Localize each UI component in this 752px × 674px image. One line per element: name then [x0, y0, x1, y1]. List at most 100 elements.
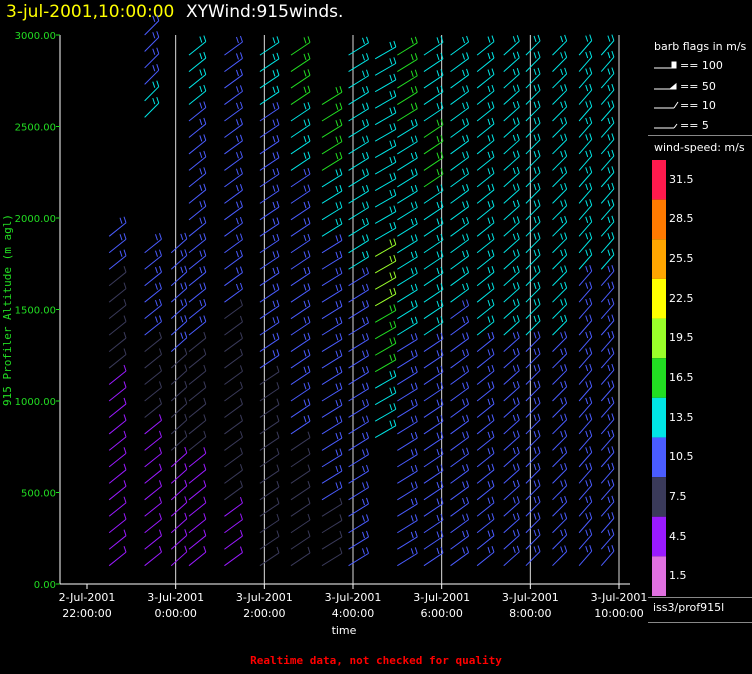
barb-staff	[170, 452, 188, 468]
wind-barb	[476, 134, 495, 155]
barb-flag	[440, 299, 444, 307]
barb-flag	[123, 298, 127, 306]
barb-flag	[491, 480, 495, 487]
barb-staff	[108, 222, 127, 237]
wind-barb	[108, 266, 127, 287]
wind-barb	[476, 167, 495, 188]
barb-staff	[374, 359, 397, 373]
barb-flag	[585, 529, 589, 536]
barb-flag	[276, 200, 280, 208]
barb-flag	[235, 102, 239, 110]
colorbar-segment	[652, 397, 666, 438]
barb-flag	[335, 416, 339, 423]
barb-staff	[108, 436, 127, 451]
barb-flag	[611, 133, 615, 140]
barb-staff	[348, 470, 369, 484]
barb-flag	[156, 64, 160, 71]
wind-barb	[348, 86, 369, 105]
barb-staff	[397, 404, 418, 418]
barb-flag	[564, 248, 568, 256]
barb-staff	[259, 371, 280, 385]
barb-flag	[335, 482, 339, 489]
barb-flag	[276, 250, 280, 257]
barb-flag	[589, 495, 593, 502]
barb-staff	[503, 337, 520, 352]
barb-staff	[525, 369, 541, 385]
barb-flag	[564, 380, 568, 387]
wind-barb	[188, 298, 207, 320]
wind-barb	[525, 199, 541, 221]
barb-staff	[290, 371, 311, 385]
barb-staff	[259, 239, 280, 254]
wind-barb	[290, 415, 311, 435]
barb-staff	[600, 254, 615, 270]
barb-flag	[436, 317, 440, 324]
wind-barb	[423, 332, 444, 353]
barb-flag	[466, 464, 470, 471]
wind-barb	[423, 135, 444, 155]
barb-flag	[589, 446, 593, 453]
wind-barb	[321, 497, 343, 517]
barb-flag	[564, 182, 568, 190]
barb-flag	[362, 367, 365, 374]
barb-flag	[585, 167, 589, 174]
barb-flag	[410, 465, 414, 473]
barb-flag	[276, 447, 280, 455]
barb-flag	[440, 431, 444, 438]
barb-flag	[203, 414, 207, 421]
barb-flag	[607, 298, 611, 306]
barb-flag	[533, 249, 537, 257]
barb-flag	[389, 124, 393, 131]
barb-staff	[144, 304, 162, 320]
barb-staff	[348, 272, 369, 287]
barb-flag	[393, 238, 397, 245]
barb-flag	[611, 429, 615, 437]
barb-flag	[366, 118, 369, 126]
wind-barb	[503, 298, 520, 320]
barb-flag	[159, 364, 162, 372]
wind-barb	[552, 528, 568, 550]
barb-flag	[533, 299, 537, 306]
barb-flag	[339, 300, 343, 307]
wind-barb	[259, 365, 280, 385]
barb-flag	[303, 218, 307, 225]
barb-flag	[560, 480, 564, 487]
barb-staff	[525, 287, 541, 303]
barb-flag	[414, 217, 418, 225]
barb-staff	[144, 452, 162, 468]
wind-barb	[108, 414, 127, 435]
wind-barb	[170, 348, 188, 369]
barb-staff	[348, 190, 369, 204]
wind-barb	[578, 265, 593, 287]
title-product: XYWind:915winds.	[186, 2, 344, 22]
wind-barb	[552, 380, 568, 402]
wind-barb	[503, 446, 520, 468]
barb-staff	[188, 238, 207, 254]
wind-barb	[188, 480, 207, 501]
barb-flag	[276, 283, 280, 290]
wind-barb	[503, 117, 520, 138]
barb-staff	[578, 369, 593, 385]
barb-flag	[203, 298, 207, 306]
wind-barb	[348, 250, 369, 270]
barb-staff	[224, 255, 243, 270]
wind-barb	[144, 298, 162, 320]
barb-flag	[307, 546, 311, 554]
barb-staff	[450, 74, 469, 89]
barb-flag	[585, 348, 589, 355]
barb-staff	[552, 369, 567, 385]
barb-flag	[123, 266, 127, 273]
barb-flag	[389, 140, 393, 147]
barb-flag	[564, 397, 568, 404]
barb-flag	[272, 70, 276, 77]
wind-barb	[600, 380, 615, 402]
barb-staff	[290, 41, 311, 56]
barb-flag	[564, 364, 568, 371]
barb-flag	[272, 119, 276, 126]
barb-flag	[512, 217, 516, 224]
barb-flag	[611, 545, 615, 552]
barb-flag	[235, 217, 239, 225]
barb-flag	[307, 398, 311, 405]
wind-barb	[450, 134, 470, 155]
barb-staff	[224, 107, 243, 122]
